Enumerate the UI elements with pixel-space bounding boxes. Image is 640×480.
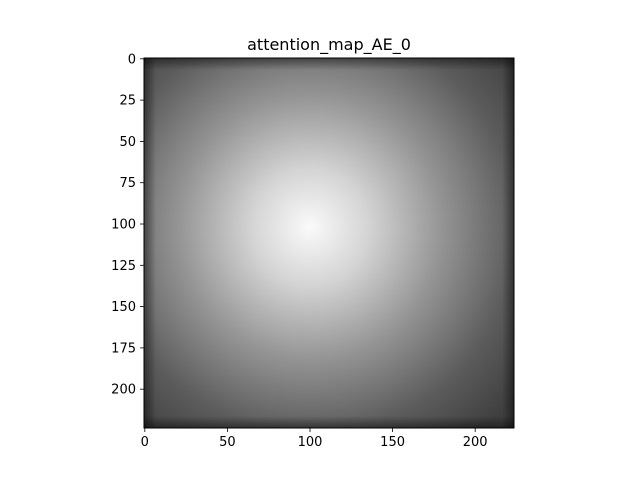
x-tick-label: 0 (141, 435, 149, 450)
y-tick-label: 200 (111, 383, 136, 398)
heatmap-edge-shade-right (502, 58, 514, 428)
heatmap-area (144, 58, 514, 428)
heatmap-edge-shade-left (144, 58, 156, 428)
x-tick-label: 50 (219, 435, 236, 450)
y-tick-label: 75 (119, 176, 136, 191)
x-tick-label: 200 (463, 435, 488, 450)
y-tick-label: 0 (128, 52, 136, 67)
y-tick-label: 25 (119, 94, 136, 109)
heatmap-edge-shade-top (144, 58, 514, 70)
chart-title: attention_map_AE_0 (247, 35, 411, 55)
x-tick-label: 150 (380, 435, 405, 450)
plot-frame (143, 57, 515, 429)
heatmap-image (144, 58, 514, 428)
y-tick-label: 175 (111, 341, 136, 356)
x-tick-label: 100 (298, 435, 323, 450)
y-axis: 0 25 50 75 100 125 150 175 200 (111, 52, 144, 398)
y-tick-label: 50 (119, 135, 136, 150)
heatmap-edge-shade-bottom (144, 416, 514, 428)
x-axis: 0 50 100 150 200 (141, 428, 488, 450)
y-tick-label: 125 (111, 259, 136, 274)
y-tick-label: 150 (111, 300, 136, 315)
y-tick-label: 100 (111, 218, 136, 233)
